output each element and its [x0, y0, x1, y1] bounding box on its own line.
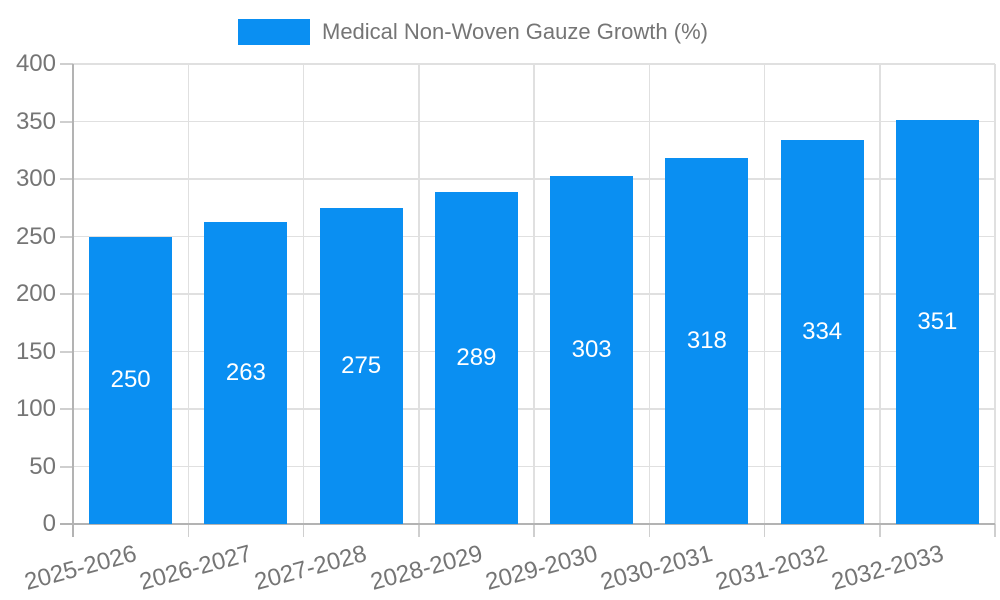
y-tick-label: 0	[42, 510, 56, 537]
gridline-vertical	[648, 64, 650, 524]
y-tick-label: 150	[15, 337, 56, 365]
bar[interactable]	[319, 207, 403, 524]
y-tick-label: 300	[15, 165, 56, 192]
bar[interactable]	[89, 236, 173, 524]
y-tick-label: 400	[15, 50, 56, 77]
x-axis-tick	[418, 524, 420, 537]
x-tick-label: 2028-2029	[367, 540, 486, 596]
y-tick-label: 200	[15, 280, 56, 307]
gridline-vertical	[302, 64, 305, 524]
legend-item[interactable]: Medical Non-Woven Gauze Growth (%)	[238, 19, 708, 45]
x-axis-tick	[763, 524, 766, 537]
y-axis-tick	[60, 408, 73, 410]
y-axis-tick	[60, 350, 73, 353]
x-axis-tick	[994, 524, 996, 537]
legend-label: Medical Non-Woven Gauze Growth (%)	[322, 19, 708, 44]
legend-swatch-icon	[238, 19, 310, 45]
bar[interactable]	[895, 120, 979, 524]
gridline-vertical	[187, 64, 189, 524]
y-axis-tick	[60, 523, 73, 525]
gridline-vertical	[418, 64, 420, 524]
y-axis-line	[72, 64, 74, 537]
y-tick-label: 50	[29, 452, 56, 480]
gridline-vertical	[879, 64, 881, 524]
y-tick-label: 250	[15, 222, 56, 250]
x-axis-tick	[648, 524, 650, 537]
x-tick-label: 2029-2030	[482, 540, 601, 596]
x-axis-line	[73, 523, 995, 525]
bar[interactable]	[780, 139, 864, 524]
y-axis-tick	[60, 235, 73, 238]
x-axis-tick	[533, 524, 535, 537]
y-axis-tick	[60, 293, 73, 295]
x-axis-tick	[187, 524, 189, 537]
x-tick-label: 2030-2031	[597, 540, 716, 596]
x-tick-label: 2031-2032	[712, 540, 831, 596]
gridline-vertical	[533, 64, 535, 524]
y-axis-tick	[60, 63, 73, 65]
bar[interactable]	[204, 221, 288, 524]
bar[interactable]	[434, 191, 518, 524]
bar[interactable]	[665, 158, 749, 524]
y-axis-tick	[60, 120, 73, 123]
y-tick-label: 100	[15, 395, 56, 422]
gridline-vertical	[994, 64, 996, 524]
bar[interactable]	[550, 175, 634, 524]
y-axis-tick	[60, 465, 73, 468]
gridline-vertical	[763, 64, 766, 524]
x-tick-label: 2025-2026	[21, 540, 140, 596]
x-tick-label: 2032-2033	[828, 540, 947, 596]
x-tick-label: 2026-2027	[136, 540, 255, 596]
x-tick-label: 2027-2028	[251, 540, 370, 596]
y-tick-label: 350	[15, 107, 56, 135]
x-axis-tick	[302, 524, 305, 537]
y-axis-tick	[60, 178, 73, 180]
x-axis-tick	[879, 524, 881, 537]
